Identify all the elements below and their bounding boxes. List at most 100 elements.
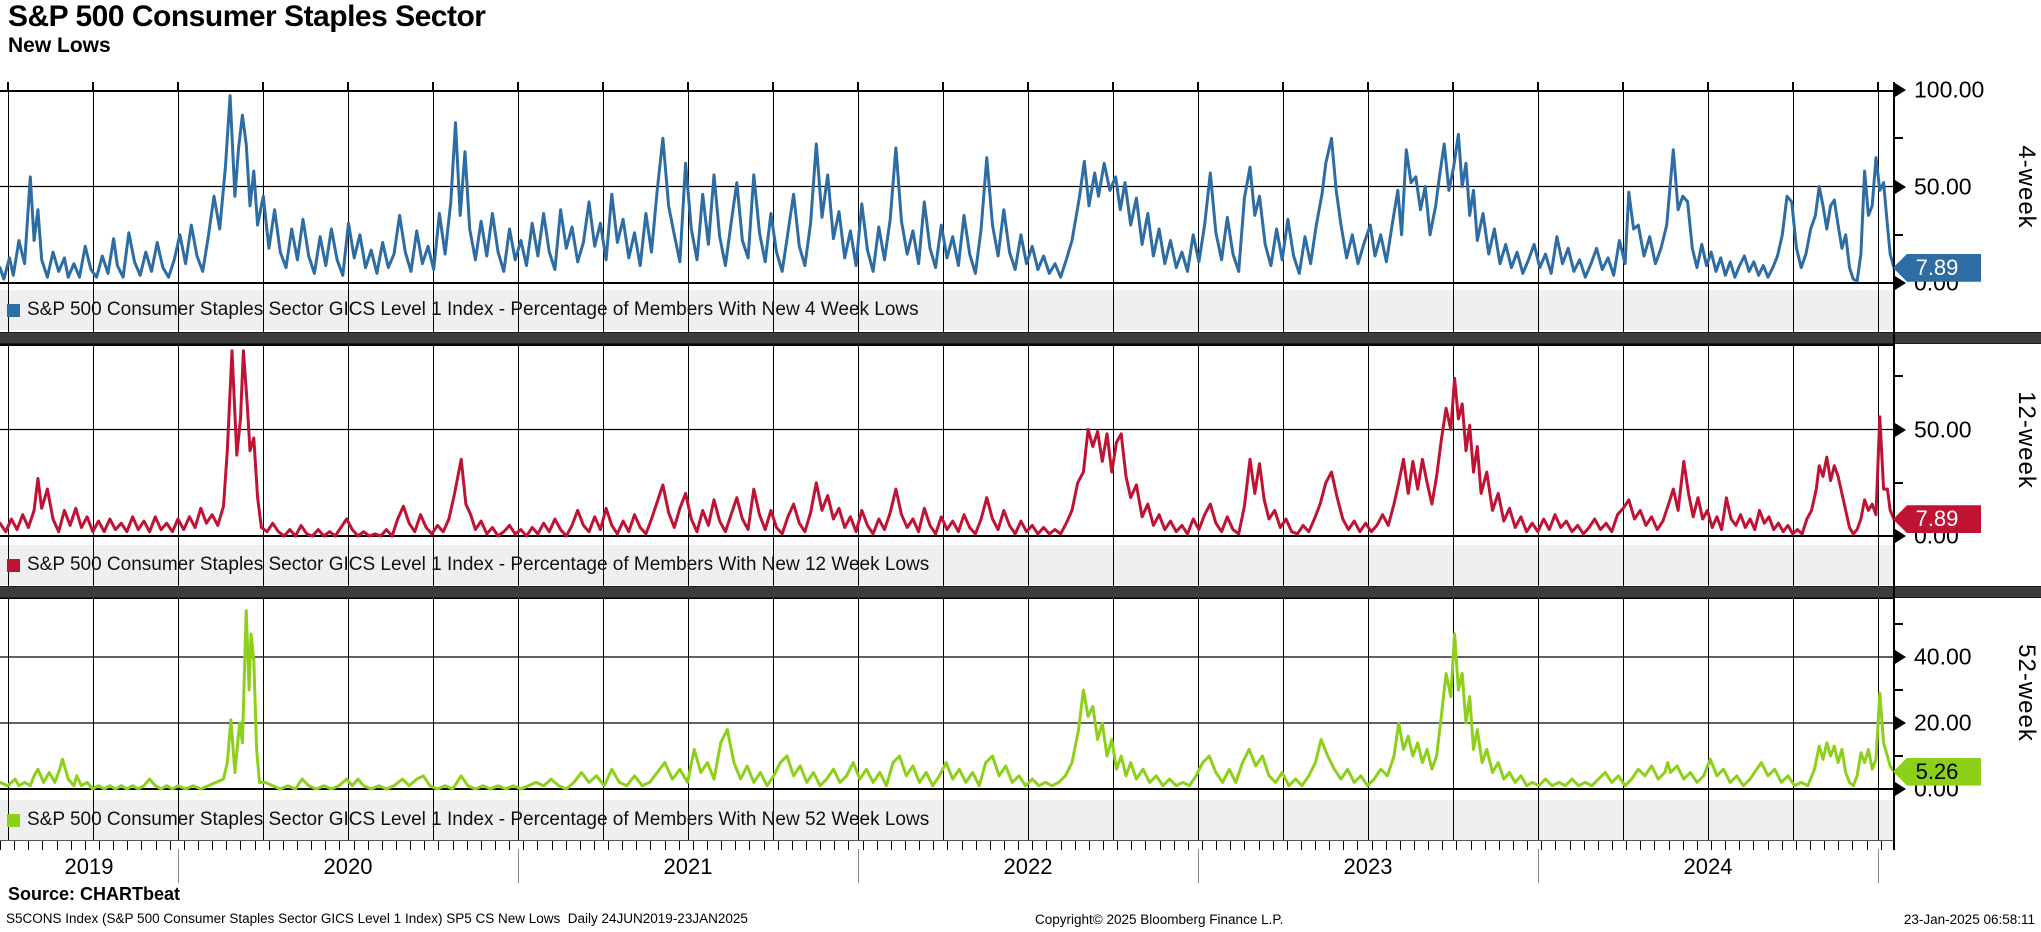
x-minor-tick [1583, 841, 1585, 850]
y-axis-label: 50.00 [1914, 173, 1972, 199]
x-minor-tick [1527, 841, 1529, 850]
x-minor-tick [1654, 841, 1656, 850]
x-minor-tick [1343, 841, 1345, 850]
x-minor-tick [1710, 841, 1712, 850]
x-minor-tick [1145, 841, 1147, 850]
x-minor-tick [664, 841, 666, 850]
x-minor-tick [1696, 841, 1698, 850]
x-axis-year-label: 2019 [64, 854, 114, 879]
x-minor-tick [1300, 841, 1302, 850]
gridline-vertical [1538, 90, 1539, 840]
footer-timestamp: 23-Jan-2025 06:58:11 [1903, 912, 2035, 927]
gridline-vertical [858, 90, 859, 840]
x-minor-tick [1060, 841, 1062, 850]
x-minor-tick [1852, 841, 1854, 850]
plot-area-52-week[interactable] [0, 595, 1894, 795]
x-minor-tick [1866, 841, 1868, 850]
x-minor-tick [890, 841, 892, 850]
x-minor-tick [692, 841, 694, 850]
x-minor-tick [905, 841, 906, 850]
plot-area-4-week[interactable] [0, 82, 1894, 290]
x-minor-tick [551, 841, 553, 850]
x-minor-tick [339, 841, 341, 850]
x-minor-tick [834, 841, 836, 850]
x-axis-year-label: 2020 [323, 854, 373, 879]
year-separator [858, 849, 859, 883]
x-minor-tick [56, 841, 58, 850]
x-minor-tick [438, 841, 440, 850]
gridline-vertical [1793, 90, 1794, 840]
gridline-vertical [263, 90, 264, 840]
x-minor-tick [1456, 841, 1458, 850]
year-separator [1538, 849, 1539, 883]
x-minor-tick [1640, 841, 1642, 850]
x-minor-tick [367, 841, 369, 850]
x-minor-tick [1399, 841, 1401, 850]
gridline-vertical [1198, 90, 1199, 840]
panel-axis-title-52-week: 52-week [2013, 644, 2040, 742]
x-minor-tick [1442, 841, 1444, 850]
gridline-vertical [1028, 90, 1029, 840]
x-minor-tick [622, 841, 624, 850]
last-value-tag-52-week: 5.26 [1893, 757, 1981, 786]
x-minor-tick [381, 841, 383, 850]
x-minor-tick [325, 841, 327, 850]
x-minor-tick [1795, 841, 1797, 850]
x-minor-tick [919, 841, 921, 850]
plot-area-12-week[interactable] [0, 342, 1894, 542]
x-minor-tick [961, 841, 963, 850]
y-minor-tick [1894, 755, 1903, 757]
legend-label: S&P 500 Consumer Staples Sector GICS Lev… [27, 299, 919, 320]
x-minor-tick [155, 841, 157, 850]
x-minor-tick [862, 841, 864, 850]
x-minor-tick [777, 841, 779, 850]
source-line: Source: CHARTbeat [8, 884, 181, 904]
x-minor-tick [296, 841, 298, 850]
y-axis-label: 40.00 [1914, 643, 1972, 670]
y-tick-arrow-icon [1895, 83, 1906, 97]
x-minor-tick [1555, 841, 1557, 850]
x-minor-tick [565, 841, 567, 850]
y-tick-arrow-icon [1895, 782, 1906, 796]
y-tick-arrow-icon [1895, 179, 1906, 194]
gridline-vertical [93, 90, 94, 840]
x-minor-tick [1117, 841, 1119, 850]
year-separator [1878, 849, 1879, 883]
x-minor-tick [537, 841, 539, 850]
gridline-vertical [688, 90, 689, 840]
gridline-vertical [178, 90, 179, 840]
x-minor-tick [523, 841, 525, 850]
x-minor-tick [1725, 841, 1727, 850]
gridline-vertical [1623, 90, 1624, 840]
x-minor-tick [1074, 841, 1076, 850]
x-minor-tick [1838, 841, 1840, 850]
x-minor-tick [735, 841, 737, 850]
x-minor-tick [1739, 841, 1741, 850]
year-separator [178, 849, 179, 883]
legend-content: S&P 500 Consumer Staples Sector GICS Lev… [0, 545, 1894, 585]
x-minor-tick [1428, 841, 1430, 850]
x-minor-tick [1753, 841, 1755, 850]
x-minor-tick [1385, 841, 1387, 850]
panel-divider [0, 332, 2041, 344]
gridline-vertical [1368, 90, 1369, 840]
x-minor-tick [1102, 841, 1104, 850]
x-minor-tick [1569, 841, 1571, 850]
legend-content: S&P 500 Consumer Staples Sector GICS Lev… [0, 800, 1894, 840]
panel-divider [0, 586, 2041, 598]
x-minor-tick [1597, 841, 1599, 850]
x-minor-tick [1513, 841, 1514, 850]
x-minor-tick [1230, 841, 1232, 850]
x-minor-tick [0, 841, 1, 850]
x-minor-tick [240, 841, 242, 850]
y-minor-tick [1894, 689, 1903, 691]
legend-swatch-icon [7, 558, 20, 572]
x-minor-tick [876, 841, 878, 850]
x-minor-tick [848, 841, 850, 850]
gridline-vertical [1708, 90, 1709, 840]
gridline-vertical [518, 90, 519, 840]
x-minor-tick [1329, 841, 1331, 850]
x-axis-year-label: 2024 [1683, 854, 1733, 879]
x-minor-tick [1244, 841, 1246, 850]
gridline-vertical [603, 90, 604, 840]
